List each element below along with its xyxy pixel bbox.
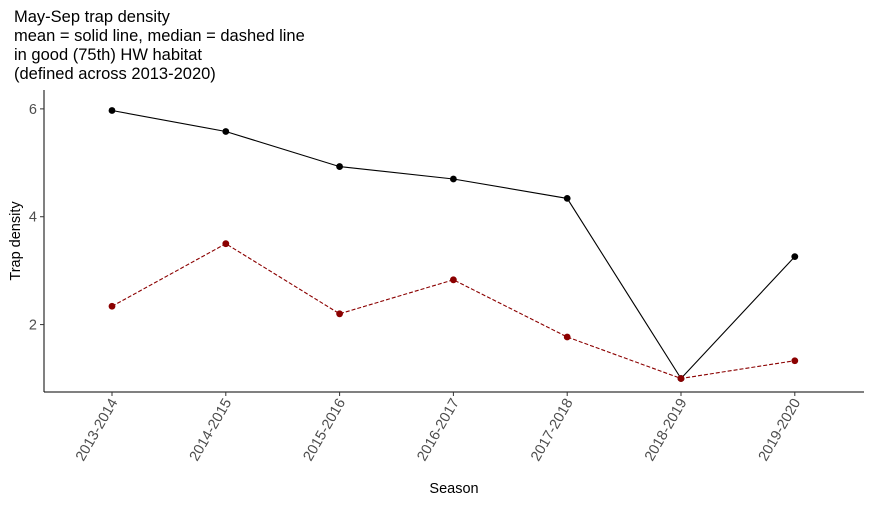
series-2 — [108, 240, 799, 382]
series-1-point — [108, 107, 116, 114]
y-tick-label: 6 — [29, 102, 37, 118]
series-2-point — [563, 333, 571, 341]
y-tick-label: 4 — [29, 210, 37, 226]
series-layer — [108, 107, 799, 382]
series-2-point — [791, 357, 799, 365]
x-tick-label: 2015-2016 — [301, 396, 350, 464]
series-1-point — [791, 253, 799, 261]
x-tick-label: 2014-2015 — [187, 396, 236, 464]
series-2-point — [222, 240, 230, 248]
series-2-point — [677, 375, 685, 382]
chart-title: May-Sep trap density mean = solid line, … — [14, 8, 305, 83]
series-2-line — [111, 243, 795, 380]
title-line: mean = solid line, median = dashed line — [14, 27, 305, 45]
series-1-point — [336, 163, 343, 170]
title-line: in good (75th) HW habitat — [14, 46, 202, 64]
series-2-point — [108, 302, 116, 310]
x-axis-title: Season — [429, 481, 478, 497]
series-1-point — [222, 128, 230, 135]
series-1-line — [111, 109, 796, 380]
y-axis-ticks: 2 4 6 — [29, 102, 44, 334]
x-tick-label: 2019-2020 — [756, 396, 805, 464]
y-axis-title: Trap density — [8, 201, 24, 281]
x-tick-label: 2013-2014 — [73, 396, 122, 464]
series-1-point — [563, 194, 571, 202]
series-2-point — [450, 276, 457, 284]
y-tick-label: 2 — [29, 318, 37, 334]
series-1 — [108, 107, 799, 382]
title-line: (defined across 2013-2020) — [14, 65, 216, 83]
series-2-point — [336, 310, 343, 318]
x-tick-label: 2017-2018 — [528, 396, 577, 464]
series-1-point — [450, 175, 457, 183]
x-tick-label: 2016-2017 — [414, 396, 463, 464]
title-line: May-Sep trap density — [14, 8, 171, 26]
x-tick-label: 2018-2019 — [642, 396, 691, 464]
x-axis-ticks: 2013-2014 2014-2015 2015-2016 2016-2017 2017… — [73, 392, 804, 464]
